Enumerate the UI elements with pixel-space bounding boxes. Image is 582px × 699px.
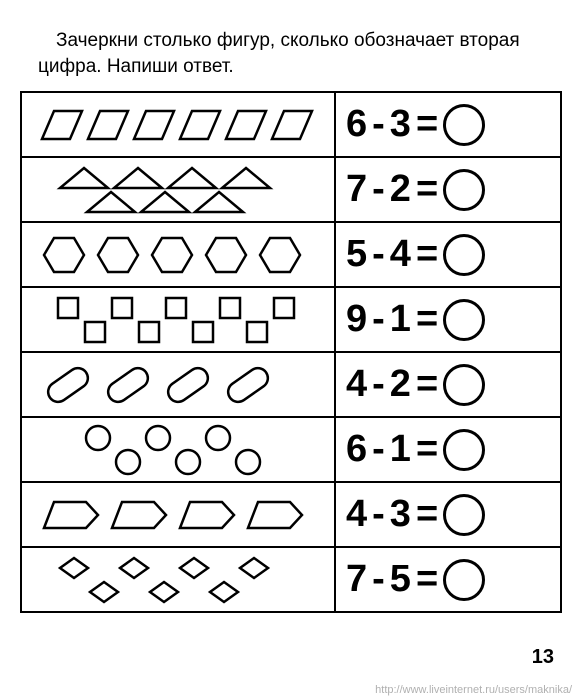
equation-operand-a: 4 [346,493,366,536]
triangle-icon [28,162,328,217]
shapes-cell [21,222,335,287]
shapes-cell [21,92,335,157]
equation-operand-b: 1 [390,428,410,471]
answer-circle[interactable] [443,169,485,211]
equation-operand-a: 7 [346,168,366,211]
shapes-cell [21,157,335,222]
minus-sign: - [372,233,384,276]
equation-cell: 7-5= [335,547,561,612]
answer-circle[interactable] [443,429,485,471]
diamond-icon [28,552,328,607]
equation-operand-a: 4 [346,363,366,406]
equation-cell: 9-1= [335,287,561,352]
square-icon [28,292,328,347]
minus-sign: - [372,168,384,211]
minus-sign: - [372,103,384,146]
watermark-text: http://www.liveinternet.ru/users/maknika… [375,684,572,696]
equation-operand-a: 5 [346,233,366,276]
table-row: 6-3= [21,92,561,157]
equals-sign: = [416,168,437,211]
equation-cell: 6-1= [335,417,561,482]
equals-sign: = [416,363,437,406]
shapes-cell [21,547,335,612]
shapes-cell [21,482,335,547]
equals-sign: = [416,233,437,276]
parallelogram-icon [28,100,328,150]
minus-sign: - [372,558,384,601]
minus-sign: - [372,493,384,536]
equals-sign: = [416,428,437,471]
equation-operand-a: 7 [346,558,366,601]
hexagon-icon [28,230,328,280]
page-number: 13 [532,646,554,669]
equation-cell: 5-4= [335,222,561,287]
instruction-text: Зачеркни столько фигур, сколько обознача… [20,28,562,79]
equation-operand-b: 2 [390,363,410,406]
equation-operand-b: 3 [390,493,410,536]
worksheet-page: Зачеркни столько фигур, сколько обознача… [0,0,582,623]
minus-sign: - [372,298,384,341]
equals-sign: = [416,558,437,601]
table-row: 9-1= [21,287,561,352]
minus-sign: - [372,363,384,406]
equation-operand-b: 3 [390,103,410,146]
answer-circle[interactable] [443,494,485,536]
shapes-cell [21,287,335,352]
shapes-cell [21,417,335,482]
circle-icon [28,422,328,477]
equation-operand-a: 6 [346,428,366,471]
equation-cell: 4-2= [335,352,561,417]
equation-operand-b: 4 [390,233,410,276]
equation-operand-b: 5 [390,558,410,601]
answer-circle[interactable] [443,364,485,406]
equation-operand-b: 1 [390,298,410,341]
table-row: 4-3= [21,482,561,547]
answer-circle[interactable] [443,299,485,341]
equation-cell: 7-2= [335,157,561,222]
table-row: 7-5= [21,547,561,612]
equation-operand-a: 9 [346,298,366,341]
table-row: 5-4= [21,222,561,287]
minus-sign: - [372,428,384,471]
equation-cell: 6-3= [335,92,561,157]
equals-sign: = [416,493,437,536]
equation-cell: 4-3= [335,482,561,547]
answer-circle[interactable] [443,559,485,601]
answer-circle[interactable] [443,104,485,146]
table-row: 6-1= [21,417,561,482]
equals-sign: = [416,103,437,146]
shapes-cell [21,352,335,417]
table-row: 4-2= [21,352,561,417]
pentagon-arrow-icon [28,490,328,540]
table-row: 7-2= [21,157,561,222]
equals-sign: = [416,298,437,341]
oval-pill-icon [28,360,328,410]
equation-operand-b: 2 [390,168,410,211]
equation-operand-a: 6 [346,103,366,146]
answer-circle[interactable] [443,234,485,276]
worksheet-table: 6-3= [20,91,562,613]
